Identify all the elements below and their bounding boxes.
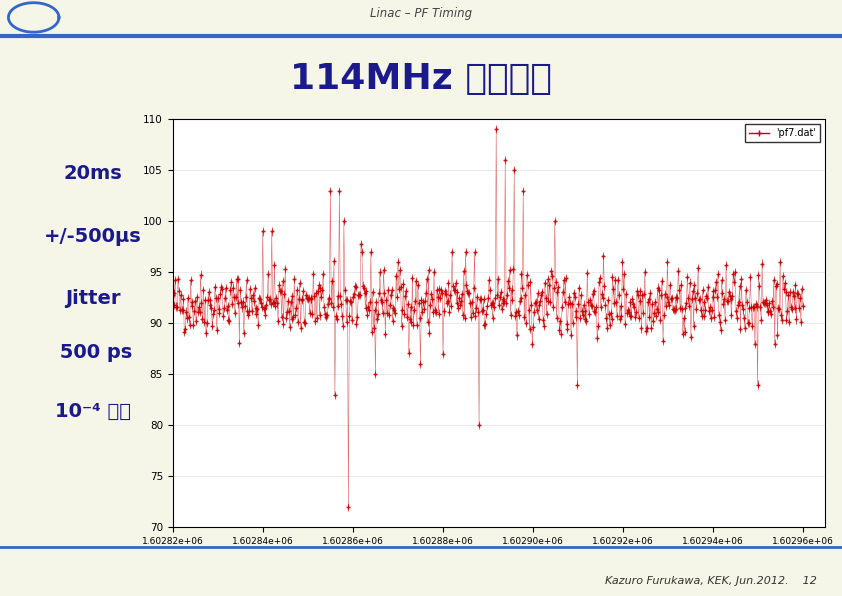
Legend: 'pf7.dat': 'pf7.dat' [745, 124, 820, 142]
Text: Kazuro Furukawa, KEK, Jun.2012.    12: Kazuro Furukawa, KEK, Jun.2012. 12 [605, 576, 817, 586]
Text: 20ms: 20ms [63, 164, 122, 183]
Text: 10⁻⁴ 範囲: 10⁻⁴ 範囲 [55, 402, 131, 421]
Text: 500 ps: 500 ps [53, 343, 132, 362]
Text: 114MHz との同期: 114MHz との同期 [290, 62, 552, 96]
Text: Jitter: Jitter [65, 289, 120, 308]
Text: +/-500μs: +/-500μs [44, 226, 141, 246]
Text: Linac – PF Timing: Linac – PF Timing [370, 7, 472, 20]
